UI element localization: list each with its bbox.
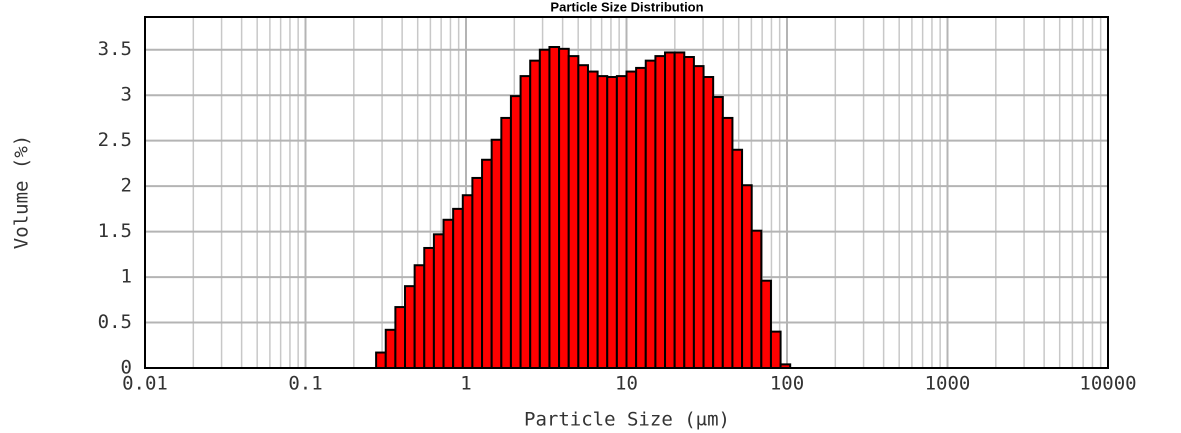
bar [760, 279, 772, 369]
bar [567, 55, 580, 369]
y-tick-label: 0.5 [98, 311, 132, 333]
y-tick-label: 0 [121, 357, 132, 379]
x-tick-label: 10000 [1079, 373, 1136, 395]
bar [413, 264, 426, 370]
bar [452, 207, 464, 369]
bar [721, 116, 734, 370]
bar [442, 218, 455, 369]
bar [432, 233, 445, 369]
plot-frame [144, 16, 1109, 369]
bar [461, 194, 474, 369]
x-tick-label: 1000 [925, 373, 971, 395]
y-tick-label: 3.5 [98, 38, 132, 60]
bar [586, 70, 599, 370]
chart-title: Particle Size Distribution [550, 0, 703, 14]
x-tick-label: 10 [615, 373, 638, 395]
bar [625, 70, 638, 370]
bar [712, 96, 724, 370]
bar [558, 47, 570, 370]
bar [471, 176, 484, 369]
bar [509, 95, 522, 370]
y-tick-label: 3 [121, 84, 132, 106]
y-tick-label: 2 [121, 175, 132, 197]
bar [577, 64, 589, 369]
x-tick-label: 1 [460, 373, 471, 395]
bar [548, 46, 561, 369]
bar [500, 116, 512, 370]
bar [692, 65, 705, 369]
bar [683, 56, 695, 369]
bar [375, 351, 387, 369]
bar [702, 76, 715, 370]
bar [404, 285, 416, 369]
bar [481, 158, 493, 369]
bar [384, 328, 397, 369]
x-tick-label: 100 [770, 373, 804, 395]
bar [423, 246, 435, 370]
bar [673, 51, 686, 369]
bar [615, 75, 628, 369]
y-tick-label: 1 [121, 266, 132, 288]
bar [529, 59, 541, 369]
bar [635, 66, 647, 370]
bar [750, 229, 763, 369]
y-tick-label: 2.5 [98, 129, 132, 151]
bar [644, 59, 657, 369]
bar [538, 48, 551, 370]
bar [769, 330, 782, 370]
bar [519, 75, 532, 369]
x-tick-label: 0.01 [122, 373, 168, 395]
bar [596, 75, 609, 369]
y-axis-label: Volume (%) [11, 135, 33, 249]
bar [731, 148, 744, 369]
x-tick-label: 0.1 [288, 373, 322, 395]
y-tick-label: 1.5 [98, 220, 132, 242]
bar [606, 76, 618, 370]
bar [741, 184, 753, 369]
bar [394, 306, 407, 370]
bar [490, 138, 503, 369]
bar [654, 55, 667, 369]
x-axis-label: Particle Size (μm) [524, 409, 730, 431]
bar [664, 51, 676, 369]
